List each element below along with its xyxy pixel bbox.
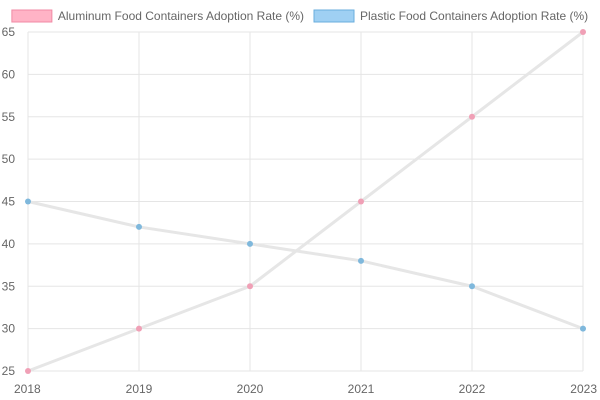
y-tick-label: 55	[2, 110, 16, 124]
y-tick-label: 40	[2, 237, 16, 251]
legend-item-2[interactable]: Plastic Food Containers Adoption Rate (%…	[313, 9, 588, 23]
y-tick-label: 60	[2, 67, 16, 81]
x-tick-label: 2023	[570, 382, 597, 396]
data-point[interactable]	[469, 113, 475, 120]
data-point[interactable]	[25, 198, 31, 205]
data-point[interactable]	[25, 368, 31, 374]
legend: Aluminum Food Containers Adoption Rate (…	[11, 9, 588, 23]
data-point[interactable]	[136, 325, 142, 332]
x-axis: 2018 2019 2020 2021 2022 2023	[14, 382, 597, 396]
data-point[interactable]	[136, 223, 142, 230]
legend-swatch	[11, 9, 53, 23]
legend-label: Plastic Food Containers Adoption Rate (%…	[360, 9, 588, 23]
data-point[interactable]	[580, 29, 586, 35]
series-line	[26, 200, 585, 331]
series-1	[25, 29, 586, 374]
data-point[interactable]	[358, 198, 364, 205]
grid	[27, 31, 584, 372]
legend-item-1[interactable]: Aluminum Food Containers Adoption Rate (…	[11, 9, 304, 23]
y-tick-label: 50	[2, 152, 16, 166]
x-tick-label: 2020	[237, 382, 264, 396]
y-tick-label: 45	[2, 195, 16, 209]
y-tick-label: 30	[2, 322, 16, 336]
x-tick-label: 2019	[126, 382, 153, 396]
legend-swatch	[313, 9, 355, 23]
y-axis: 25 30 35 40 45 50 55 60 65	[2, 25, 16, 378]
data-point[interactable]	[247, 240, 253, 247]
data-point[interactable]	[580, 325, 586, 332]
y-tick-label: 25	[2, 364, 16, 378]
legend-label: Aluminum Food Containers Adoption Rate (…	[58, 9, 304, 23]
data-point[interactable]	[358, 257, 364, 264]
series-line	[26, 30, 585, 373]
x-tick-label: 2022	[459, 382, 486, 396]
series-2	[25, 198, 586, 332]
y-tick-label: 65	[2, 25, 16, 39]
data-point[interactable]	[247, 283, 253, 290]
x-tick-label: 2021	[348, 382, 375, 396]
series-layer	[25, 29, 586, 374]
data-point[interactable]	[469, 283, 475, 290]
x-tick-label: 2018	[14, 382, 41, 396]
y-tick-label: 35	[2, 279, 16, 293]
